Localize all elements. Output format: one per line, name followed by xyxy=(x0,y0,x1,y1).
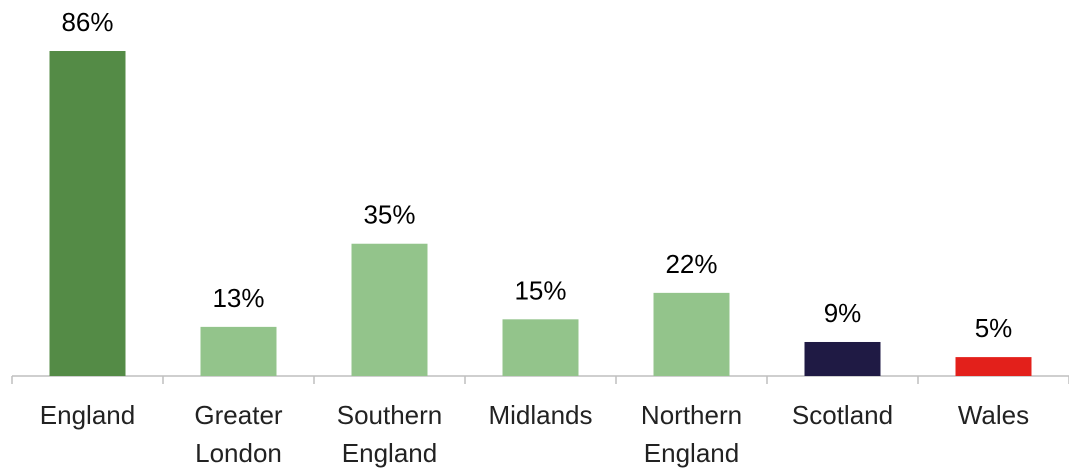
value-label: 22% xyxy=(665,249,717,279)
bar xyxy=(653,292,730,376)
x-tick-label: Greater London xyxy=(194,400,283,468)
value-label: 86% xyxy=(61,7,113,37)
bar xyxy=(200,326,277,376)
bar xyxy=(804,341,881,376)
bar xyxy=(955,357,1032,376)
x-tick-label: Scotland xyxy=(791,400,894,430)
x-tick-label: Wales xyxy=(957,400,1030,430)
x-tick-label: Southern England xyxy=(336,400,443,468)
x-tick-label: Northern England xyxy=(640,400,743,468)
x-tick-label: England xyxy=(39,400,136,430)
value-label: 5% xyxy=(975,313,1013,343)
value-label: 13% xyxy=(212,283,264,313)
value-label: 15% xyxy=(514,275,566,305)
bar xyxy=(351,243,428,376)
bar xyxy=(502,319,579,376)
value-label: 9% xyxy=(824,298,862,328)
value-label: 35% xyxy=(363,200,415,230)
x-tick-label: Midlands xyxy=(488,400,593,430)
bar xyxy=(49,51,126,376)
